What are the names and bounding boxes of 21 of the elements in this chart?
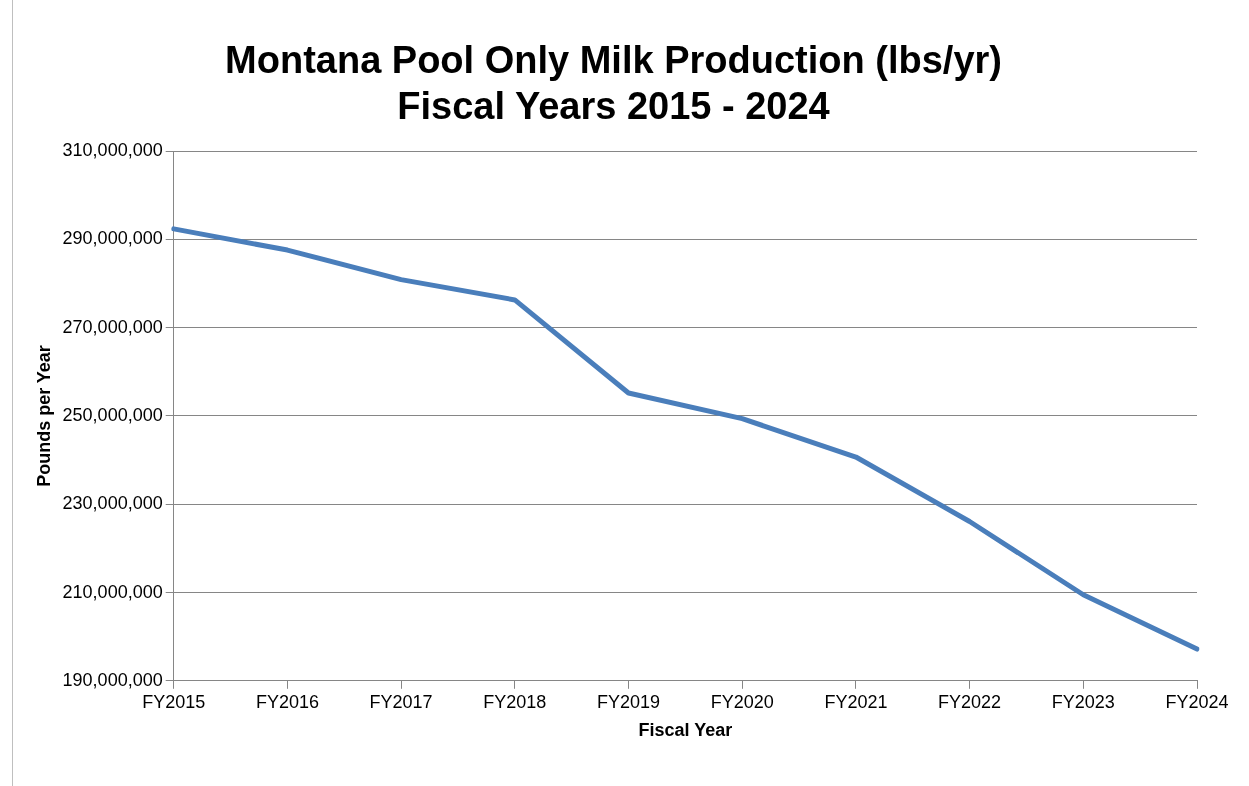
y-tick-label: 230,000,000 bbox=[62, 493, 163, 514]
x-tick-label: FY2015 bbox=[142, 691, 206, 712]
x-tick-label: FY2023 bbox=[1051, 691, 1115, 712]
y-tick-label: 270,000,000 bbox=[62, 316, 163, 337]
chart-subtitle: Fiscal Years 2015 - 2024 bbox=[397, 84, 830, 127]
y-tick-label: 250,000,000 bbox=[62, 404, 163, 425]
y-axis-title: Pounds per Year bbox=[33, 345, 54, 487]
x-tick-label: FY2022 bbox=[938, 691, 1002, 712]
x-tick-label: FY2024 bbox=[1165, 691, 1229, 712]
y-tick-label: 310,000,000 bbox=[62, 140, 163, 161]
x-tick-label: FY2020 bbox=[710, 691, 774, 712]
y-tick-label: 190,000,000 bbox=[62, 669, 163, 690]
chart-title: Montana Pool Only Milk Production (lbs/yr) bbox=[225, 39, 1002, 82]
x-tick-label: FY2021 bbox=[824, 691, 888, 712]
x-axis-title: Fiscal Year bbox=[638, 720, 733, 741]
x-tick-label: FY2018 bbox=[483, 691, 547, 712]
y-tick-label: 290,000,000 bbox=[62, 228, 163, 249]
x-tick-label: FY2017 bbox=[369, 691, 433, 712]
x-tick-label: FY2019 bbox=[596, 691, 661, 712]
x-tick-label: FY2016 bbox=[255, 691, 319, 712]
y-tick-label: 210,000,000 bbox=[62, 581, 163, 602]
